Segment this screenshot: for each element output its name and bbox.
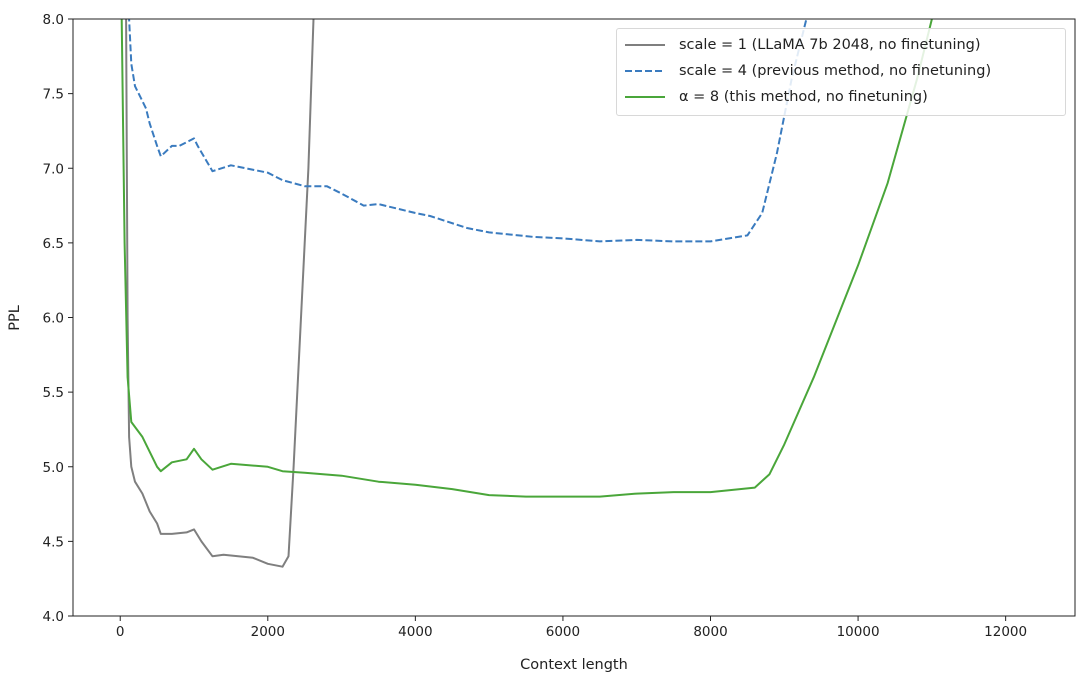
y-tick-label: 6.5 xyxy=(43,236,64,252)
x-axis-label: Context length xyxy=(520,657,628,673)
y-axis-label: PPL xyxy=(7,305,23,331)
legend-line-gray xyxy=(625,44,665,46)
legend-item-scale-4: scale = 4 (previous method, no finetunin… xyxy=(625,61,991,81)
y-tick-label: 5.0 xyxy=(43,460,64,476)
series-line-scale-1 xyxy=(125,19,315,568)
y-tick-label: 6.0 xyxy=(43,311,64,327)
legend: scale = 1 (LLaMA 7b 2048, no finetuning)… xyxy=(616,28,1066,116)
x-tick-label: 8000 xyxy=(693,624,727,640)
legend-line-blue-dashed xyxy=(625,70,665,72)
legend-item-alpha-8: α = 8 (this method, no finetuning) xyxy=(625,87,928,107)
x-tick-label: 4000 xyxy=(398,624,432,640)
legend-label: scale = 4 (previous method, no finetunin… xyxy=(679,63,992,79)
series-line-scale-4 xyxy=(128,19,808,243)
x-tick-label: 12000 xyxy=(984,624,1027,640)
legend-item-scale-1: scale = 1 (LLaMA 7b 2048, no finetuning) xyxy=(625,35,981,55)
x-tick-label: 2000 xyxy=(251,624,285,640)
series-line-alpha-8 xyxy=(120,19,933,498)
y-tick-label: 4.0 xyxy=(43,609,64,625)
y-tick-label: 8.0 xyxy=(43,12,64,28)
y-tick-label: 5.5 xyxy=(43,385,64,401)
legend-label: scale = 1 (LLaMA 7b 2048, no finetuning) xyxy=(679,37,981,53)
x-tick-label: 0 xyxy=(116,624,125,640)
y-tick-label: 4.5 xyxy=(43,534,64,550)
y-tick-label: 7.0 xyxy=(43,161,64,177)
x-tick-label: 10000 xyxy=(837,624,880,640)
legend-line-green xyxy=(625,96,665,98)
x-tick-label: 6000 xyxy=(546,624,580,640)
y-tick-label: 7.5 xyxy=(43,87,64,103)
legend-label: α = 8 (this method, no finetuning) xyxy=(679,89,928,105)
